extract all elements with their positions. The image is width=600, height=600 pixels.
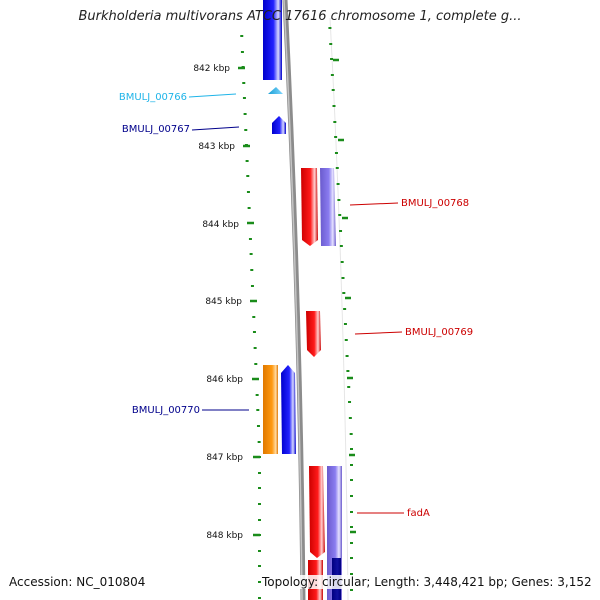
- major-tick-marks: [238, 58, 356, 537]
- tick-label: 844 kbp: [202, 220, 239, 230]
- tick-labels: 842 kbp 843 kbp 844 kbp 845 kbp 846 kbp …: [193, 64, 243, 541]
- sequence-backbone: [282, 0, 306, 600]
- gene-bmulj-00770[interactable]: [281, 365, 296, 454]
- gene-bmulj-00770-orange[interactable]: [263, 365, 278, 454]
- gene-bmulj-00769[interactable]: [306, 311, 321, 357]
- label-bmulj-00769[interactable]: BMULJ_00769: [405, 327, 473, 338]
- leader-line: [349, 202, 399, 206]
- tick-label: 846 kbp: [206, 375, 243, 385]
- topology-text: Topology: circular; Length: 3,448,421 bp…: [262, 575, 592, 589]
- label-bmulj-00768[interactable]: BMULJ_00768: [401, 198, 469, 209]
- map-title: Burkholderia multivorans ATCC 17616 chro…: [78, 9, 522, 24]
- gene-labels: BMULJ_00766 BMULJ_00767 BMULJ_00768 BMUL…: [119, 92, 473, 519]
- leader-line: [188, 93, 237, 98]
- track-guide: [329, 17, 349, 600]
- leader-line: [354, 331, 403, 335]
- gene-bmulj-00768-b[interactable]: [320, 168, 336, 246]
- leader-line: [191, 126, 240, 131]
- label-fada[interactable]: fadA: [407, 508, 430, 519]
- tick-label: 845 kbp: [205, 297, 242, 307]
- tick-label: 842 kbp: [193, 64, 230, 74]
- gene-blue-top[interactable]: [263, 0, 282, 80]
- gene-bmulj-00766[interactable]: [268, 87, 283, 94]
- label-bmulj-00770[interactable]: BMULJ_00770: [132, 405, 200, 416]
- gene-fada[interactable]: [309, 466, 325, 558]
- gene-bmulj-00768-a[interactable]: [301, 168, 318, 246]
- label-bmulj-00766[interactable]: BMULJ_00766: [119, 92, 187, 103]
- tick-label: 843 kbp: [198, 142, 235, 152]
- gene-features: [263, 0, 342, 600]
- tick-label: 847 kbp: [206, 453, 243, 463]
- gene-bmulj-00767[interactable]: [272, 116, 286, 134]
- sequence-backbone-highlight: [283, 0, 303, 600]
- tick-label: 848 kbp: [206, 531, 243, 541]
- label-bmulj-00767[interactable]: BMULJ_00767: [122, 124, 190, 135]
- accession-text: Accession: NC_010804: [9, 575, 146, 589]
